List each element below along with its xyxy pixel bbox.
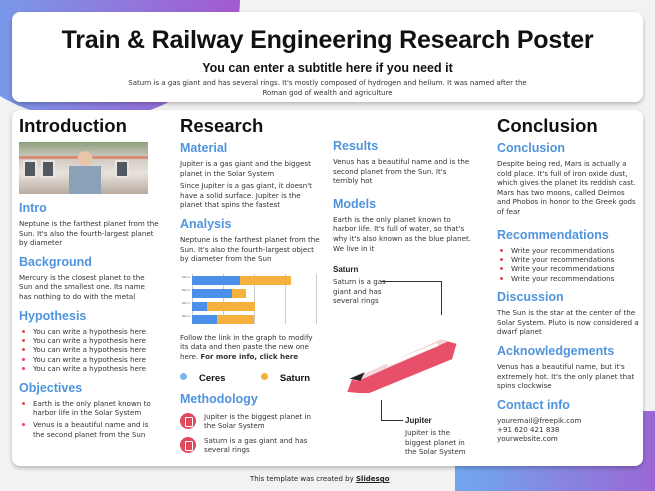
results-text: Venus has a beautiful name and is the se…: [333, 157, 470, 186]
poster-description: Saturn is a gas giant and has several ri…: [128, 79, 527, 97]
methodology-item: Jupiter is the biggest planet in the Sol…: [180, 412, 322, 431]
conclusion-text: Despite being red, Mars is actually a co…: [497, 159, 636, 216]
poster-subtitle: You can enter a subtitle here if you nee…: [202, 61, 453, 75]
discussion-heading: Discussion: [497, 290, 564, 305]
list-item: Write your recommendations: [497, 274, 639, 283]
list-item: You can write a hypothesis here: [19, 336, 159, 345]
list-item: You can write a hypothesis here: [19, 364, 159, 373]
contact-email[interactable]: youremail@freepik.com: [497, 415, 582, 425]
material-heading: Material: [180, 141, 228, 155]
acknowledgements-text: Venus has a beautiful name, but it's ext…: [497, 361, 635, 391]
recommendations-list: Write your recommendations Write your re…: [497, 246, 639, 284]
contact-website[interactable]: yourwebsite.com: [497, 434, 558, 444]
list-item: Write your recommendations: [497, 264, 639, 273]
conclusion-title: Conclusion: [497, 115, 598, 136]
poster-header: Train & Railway Engineering Research Pos…: [12, 12, 643, 102]
list-item: You can write a hypothesis here: [19, 327, 159, 336]
list-item: Write your recommendations: [497, 246, 639, 255]
analysis-text: Neptune is the farthest planet from the …: [180, 234, 320, 264]
objectives-list: Earth is the only planet known to harbor…: [19, 399, 159, 440]
methodology-item: Saturn is a gas giant and has several ri…: [180, 436, 322, 455]
discussion-text: The Sun is the star at the center of the…: [497, 308, 639, 337]
introduction-column: Introduction Intro Neptune is the farthe…: [19, 114, 159, 442]
results-column: Results Venus has a beautiful name and i…: [333, 138, 473, 456]
legend-saturn: Saturn: [279, 372, 310, 384]
background-heading: Background: [19, 254, 92, 269]
hypothesis-heading: Hypothesis: [19, 308, 87, 323]
ceres-legend-dot: [180, 372, 187, 380]
list-item: You can write a hypothesis here: [19, 355, 159, 364]
models-heading: Models: [333, 196, 377, 211]
contact-heading: Contact info: [497, 397, 570, 412]
list-item: Earth is the only planet known to harbor…: [19, 399, 159, 418]
contact-phone: +91 620 421 838: [497, 424, 560, 434]
poster-body: Introduction Intro Neptune is the farthe…: [12, 110, 643, 466]
recommendations-heading: Recommendations: [497, 227, 609, 242]
jupiter-callout-text: Jupiter is the biggest planet in the Sol…: [405, 428, 466, 457]
material-text-2: Since Jupiter is a gas giant, it doesn't…: [180, 181, 312, 210]
list-item: You can write a hypothesis here: [19, 345, 159, 354]
conclusion-column: Conclusion Conclusion Despite being red,…: [497, 114, 639, 443]
research-title: Research: [180, 115, 264, 136]
results-heading: Results: [333, 139, 379, 153]
acknowledgements-heading: Acknowledgements: [497, 343, 615, 358]
models-text: Earth is the only planet known to harbor…: [333, 214, 472, 253]
objectives-heading: Objectives: [19, 380, 83, 395]
saturn-legend-dot: [260, 372, 268, 380]
intro-text: Neptune is the farthest planet from the …: [19, 219, 159, 248]
hypothesis-list: You can write a hypothesis here You can …: [19, 327, 159, 374]
document-icon: [180, 412, 196, 429]
jupiter-callout-label: Jupiter: [405, 416, 432, 425]
footer-credit: This template was created by Slidesgo: [250, 475, 390, 483]
stacked-bar-chart[interactable]: Item 1 Item 2 Item 3 Item 4: [180, 273, 320, 330]
high-speed-train-illustration: [347, 339, 457, 393]
chart-note: Follow the link in the graph to modify i…: [180, 332, 313, 361]
chart-legend: Ceres Saturn: [180, 366, 310, 385]
background-text: Mercury is the closest planet to the Sun…: [19, 272, 145, 301]
material-text-1: Jupiter is a gas giant and the biggest p…: [180, 159, 311, 178]
saturn-callout-label: Saturn: [333, 265, 359, 275]
list-item: Write your recommendations: [497, 255, 639, 264]
train-passenger-photo: [19, 142, 148, 194]
more-info-link[interactable]: For more info, click here: [200, 351, 299, 361]
network-icon: [180, 436, 196, 453]
list-item: Venus is a beautiful name and is the sec…: [19, 420, 159, 439]
conclusion-heading: Conclusion: [497, 141, 566, 155]
analysis-heading: Analysis: [180, 216, 232, 231]
intro-heading: Intro: [19, 201, 47, 215]
introduction-title: Introduction: [19, 115, 127, 136]
methodology-heading: Methodology: [180, 391, 258, 406]
saturn-callout-text: Saturn is a gas giant and has several ri…: [333, 277, 386, 306]
poster-title: Train & Railway Engineering Research Pos…: [61, 26, 594, 54]
slidesgo-link[interactable]: Slidesgo: [355, 475, 390, 483]
legend-ceres: Ceres: [199, 372, 226, 384]
research-column: Research Material Jupiter is a gas giant…: [180, 114, 322, 455]
